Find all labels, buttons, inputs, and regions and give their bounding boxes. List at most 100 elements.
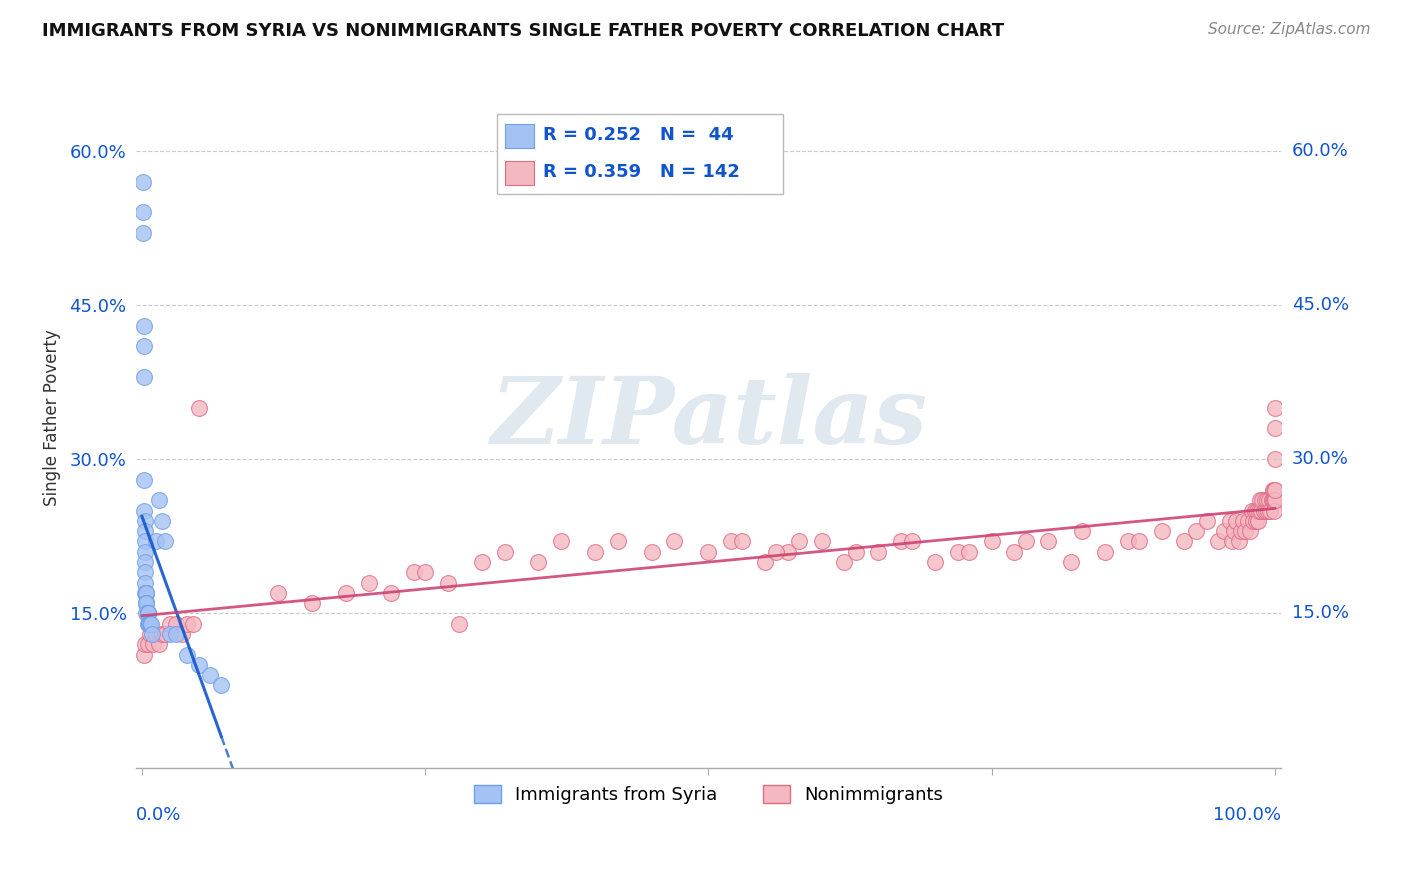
Point <box>720 534 742 549</box>
Point <box>176 616 198 631</box>
Point <box>1002 545 1025 559</box>
Point <box>890 534 912 549</box>
Point <box>159 627 181 641</box>
Point <box>198 668 221 682</box>
Point <box>868 545 890 559</box>
Point <box>1261 483 1284 497</box>
Point <box>765 545 787 559</box>
Point <box>134 545 156 559</box>
Point <box>165 627 187 641</box>
Point <box>1206 534 1229 549</box>
Text: IMMIGRANTS FROM SYRIA VS NONIMMIGRANTS SINGLE FATHER POVERTY CORRELATION CHART: IMMIGRANTS FROM SYRIA VS NONIMMIGRANTS S… <box>42 22 1004 40</box>
Point <box>134 370 156 384</box>
Point <box>810 534 832 549</box>
Point <box>380 586 402 600</box>
Point <box>135 596 157 610</box>
Point <box>1250 503 1272 517</box>
Point <box>135 586 157 600</box>
Point <box>471 555 494 569</box>
Point <box>1223 524 1246 539</box>
Point <box>1256 493 1278 508</box>
Point <box>834 555 856 569</box>
Point <box>1251 493 1274 508</box>
Point <box>142 637 165 651</box>
Y-axis label: Single Father Poverty: Single Father Poverty <box>44 330 60 507</box>
Point <box>135 586 157 600</box>
Point <box>1263 483 1285 497</box>
Point <box>664 534 686 549</box>
Point <box>132 205 155 219</box>
Point <box>1257 503 1279 517</box>
Point <box>267 586 290 600</box>
Point <box>583 545 606 559</box>
Point <box>145 534 167 549</box>
Point <box>1264 493 1286 508</box>
Point <box>1260 493 1282 508</box>
Point <box>1247 514 1270 528</box>
Point <box>1173 534 1195 549</box>
Point <box>136 607 159 621</box>
Point <box>980 534 1002 549</box>
Point <box>181 616 204 631</box>
Point <box>134 637 156 651</box>
Text: Source: ZipAtlas.com: Source: ZipAtlas.com <box>1208 22 1371 37</box>
Point <box>1219 514 1241 528</box>
Point <box>1060 555 1083 569</box>
Point <box>335 586 357 600</box>
Point <box>1014 534 1036 549</box>
Point <box>527 555 550 569</box>
Point <box>1225 514 1247 528</box>
Point <box>901 534 924 549</box>
Point <box>132 226 155 240</box>
Point <box>134 648 156 662</box>
Point <box>1230 524 1253 539</box>
Point <box>1264 483 1286 497</box>
Point <box>134 575 156 590</box>
Point <box>134 586 156 600</box>
Point <box>136 607 159 621</box>
Text: 0.0%: 0.0% <box>136 806 181 824</box>
Point <box>135 607 157 621</box>
Point <box>301 596 323 610</box>
Point <box>136 616 159 631</box>
Point <box>134 339 156 353</box>
Point <box>134 555 156 569</box>
Point <box>132 175 155 189</box>
Point <box>402 566 425 580</box>
Point <box>1116 534 1139 549</box>
Text: ZIPatlas: ZIPatlas <box>489 373 927 463</box>
Point <box>153 534 176 549</box>
Point <box>148 493 170 508</box>
Point <box>136 607 159 621</box>
Point <box>139 616 162 631</box>
Point <box>1244 514 1267 528</box>
Point <box>139 627 162 641</box>
Point <box>1241 503 1264 517</box>
Point <box>697 545 720 559</box>
Point <box>135 586 157 600</box>
Point <box>136 607 159 621</box>
Point <box>1253 503 1275 517</box>
Point <box>776 545 799 559</box>
Point <box>1071 524 1094 539</box>
Point <box>1249 493 1271 508</box>
Point <box>606 534 628 549</box>
Point <box>165 616 187 631</box>
Point <box>957 545 980 559</box>
Point <box>209 678 232 692</box>
Point <box>135 596 157 610</box>
Point <box>138 616 160 631</box>
Point <box>1184 524 1206 539</box>
Point <box>1263 493 1285 508</box>
Point <box>1094 545 1116 559</box>
Point <box>1234 524 1257 539</box>
Point <box>150 514 173 528</box>
Point <box>1243 503 1265 517</box>
Point <box>136 637 159 651</box>
Point <box>1195 514 1218 528</box>
Point <box>449 616 471 631</box>
Point <box>357 575 380 590</box>
Point <box>1258 493 1281 508</box>
Point <box>754 555 776 569</box>
Point <box>134 318 156 333</box>
